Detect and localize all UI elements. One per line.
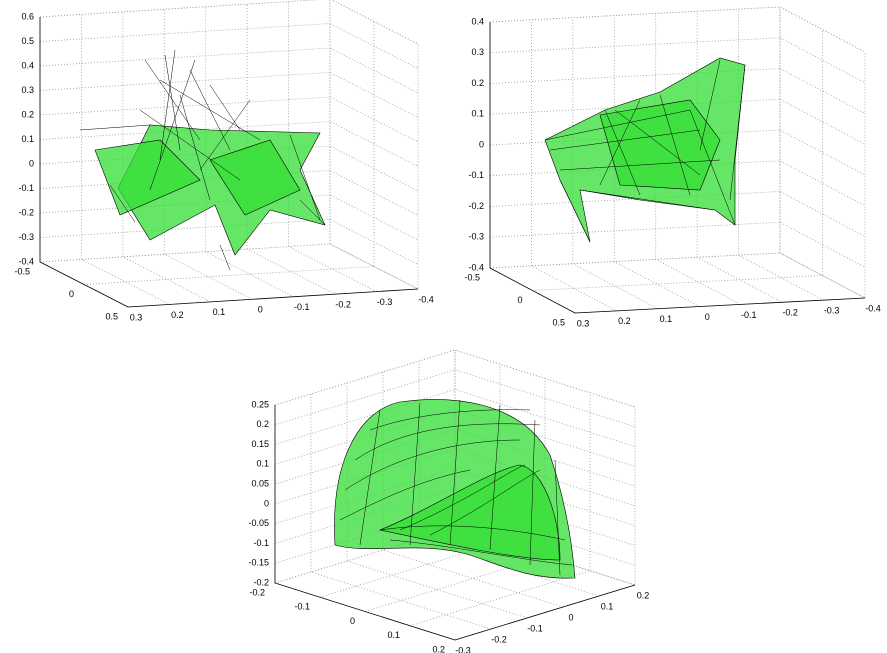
grid-line (490, 222, 865, 267)
x-tick-label: 0.2 (618, 316, 631, 326)
x-tick-label: -0.2 (782, 308, 798, 318)
z-tick-label: 0.1 (471, 109, 484, 119)
z-tick-label: -0.2 (468, 201, 484, 211)
x-tick-label: 0 (258, 305, 263, 315)
z-tick-label: -0.3 (18, 232, 34, 242)
grid-line (490, 38, 865, 83)
z-tick-label: -0.4 (468, 262, 484, 272)
z-tick-label: -0.2 (253, 577, 269, 587)
z-tick-label: 0.4 (21, 60, 34, 70)
z-tick-label: 0.5 (21, 36, 34, 46)
z-tick-label: 0.1 (256, 459, 269, 469)
y-tick-label: 0 (517, 295, 522, 305)
y-tick-label: 0.1 (387, 630, 400, 640)
z-tick-label: -0.2 (18, 207, 34, 217)
z-tick-label: -0.3 (468, 232, 484, 242)
x-tick-label: 0.1 (213, 307, 226, 317)
y-tick-label: -0.5 (14, 266, 30, 276)
z-tick-label: 0.2 (21, 109, 34, 119)
axes-layer: -0.4 -0.3 -0.2 -0.1 0 0.1 0.2 0.3 0.4 0.5 0.6 -0.5 0… (14, 11, 880, 653)
y-tick-label: 0.5 (552, 317, 565, 327)
z-tick-label: 0.3 (21, 85, 34, 95)
z-tick-label: 0 (479, 139, 484, 149)
z-tick-label: 0 (29, 158, 34, 168)
z-tick-label: 0.4 (471, 16, 484, 26)
grid-line (490, 253, 865, 298)
box-edge (490, 7, 865, 52)
grid-line (40, 244, 418, 289)
z-tick-label: -0.15 (248, 558, 269, 568)
z-tick-label: 0.6 (21, 11, 34, 21)
x-tick-label: 0.1 (660, 314, 673, 324)
x-tick-label: 0.3 (577, 318, 590, 328)
z-tick-label: 0.25 (251, 399, 269, 409)
grid-line (739, 9, 824, 300)
z-tick-label: 0.2 (471, 78, 484, 88)
mesh-panel-3 (334, 400, 575, 579)
y-tick-label: 0 (69, 289, 74, 299)
x-tick-label: -0.1 (294, 302, 310, 312)
x-tick-label: -0.2 (491, 634, 507, 644)
x-tick-label: 0.2 (637, 590, 650, 600)
z-tick-label: -0.1 (253, 538, 269, 548)
x-tick-label: -0.1 (741, 310, 757, 320)
x-tick-label: -0.2 (335, 300, 351, 310)
x-tick-label: -0.3 (824, 306, 840, 316)
grid-line (40, 0, 418, 44)
y-tick-label: -0.5 (464, 272, 480, 282)
x-tick-label: -0.4 (865, 303, 881, 313)
x-tick-label: 0.3 (130, 312, 143, 322)
z-tick-label: -0.1 (18, 183, 34, 193)
mesh-panel-2 (545, 58, 745, 242)
x-tick-label: 0.1 (601, 601, 614, 611)
x-tick-label: 0 (568, 612, 573, 622)
y-tick-label: 0 (350, 616, 355, 626)
x-tick-label: -0.3 (377, 297, 393, 307)
y-tick-label: -0.1 (294, 602, 310, 612)
z-tick-label: -0.4 (18, 256, 34, 266)
z-tick-label: 0.05 (251, 478, 269, 488)
y-tick-label: -0.2 (249, 587, 265, 597)
z-tick-label: 0.1 (21, 134, 34, 144)
x-tick-label: -0.1 (527, 623, 543, 633)
z-tick-label: 0 (264, 498, 269, 508)
box-edge (40, 0, 418, 44)
z-tick-label: 0.15 (251, 439, 269, 449)
x-tick-label: -0.3 (455, 645, 471, 653)
z-tick-label: -0.05 (248, 518, 269, 528)
z-tick-label: 0.3 (471, 47, 484, 57)
grid-line (40, 73, 418, 118)
x-tick-label: 0.2 (171, 310, 184, 320)
z-tick-label: -0.1 (468, 170, 484, 180)
grid-line (40, 24, 418, 69)
x-tick-label: -0.4 (418, 294, 434, 304)
figure: -0.4 -0.3 -0.2 -0.1 0 0.1 0.2 0.3 0.4 0.5 0.6 -0.5 0… (0, 0, 887, 653)
z-tick-label: 0.2 (256, 419, 269, 429)
grid-line (490, 7, 865, 52)
grid-line (780, 7, 865, 298)
y-tick-label: 0.5 (105, 311, 118, 321)
grid-line (40, 48, 418, 93)
x-tick-label: 0 (705, 312, 710, 322)
y-tick-label: 0.2 (432, 644, 445, 653)
